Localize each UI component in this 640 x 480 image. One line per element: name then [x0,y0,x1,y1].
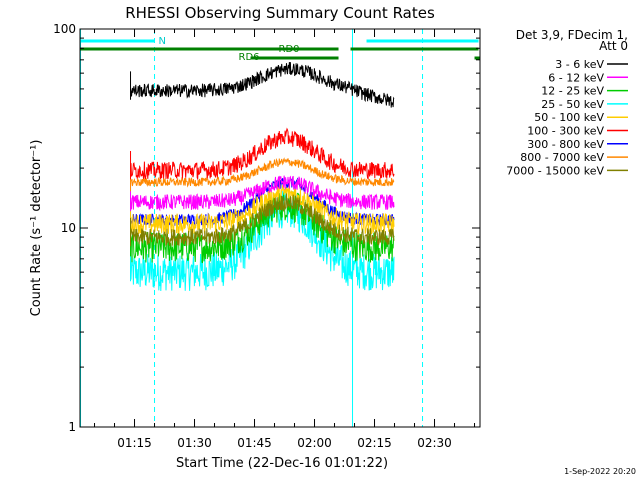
series-line-1 [130,175,395,212]
legend-label-1: 6 - 12 keV [548,71,604,84]
x-tick-label-4: 02:15 [357,436,392,450]
flag-label-n: N [159,36,166,47]
timestamp: 1-Sep-2022 20:20 [564,467,636,476]
x-axis-label: Start Time (22-Dec-16 01:01:22) [176,456,388,471]
legend-label-4: 50 - 100 keV [534,111,604,124]
legend-label-2: 12 - 25 keV [541,85,604,98]
x-tick-label-3: 02:00 [297,436,332,450]
legend-label-3: 25 - 50 keV [541,98,604,111]
chart-title: RHESSI Observing Summary Count Rates [125,4,435,22]
flag-label-rd0: RD0 [279,44,300,55]
legend-header-line2: Att 0 [599,39,628,53]
plot-area: N RD0 RD6 [80,29,480,427]
flag-label-rd6: RD6 [239,52,260,63]
y-tick-label-10: 10 [61,221,76,235]
x-tick-label-0: 01:15 [117,436,152,450]
y-axis-label: Count Rate (s⁻¹ detector⁻¹) [29,140,44,317]
series-line-5 [130,127,395,181]
legend-label-7: 800 - 7000 keV [520,151,604,164]
x-tick-label-2: 01:45 [237,436,272,450]
series-line-0 [130,62,395,108]
series-line-3 [130,190,395,292]
legend-label-5: 100 - 300 keV [527,125,604,138]
legend-label-6: 300 - 800 keV [527,138,604,151]
series-line-8 [130,193,395,247]
series-line-4 [130,183,395,236]
y-tick-label-100: 100 [53,22,76,36]
x-tick-label-1: 01:30 [177,436,212,450]
legend-header-line1: Det 3,9, FDecim 1, [516,28,628,42]
x-tick-label-5: 02:30 [417,436,452,450]
series-line-7 [130,157,395,188]
y-tick-label-1: 1 [68,420,76,434]
legend-label-8: 7000 - 15000 keV [506,164,604,177]
legend-label-0: 3 - 6 keV [555,58,604,71]
